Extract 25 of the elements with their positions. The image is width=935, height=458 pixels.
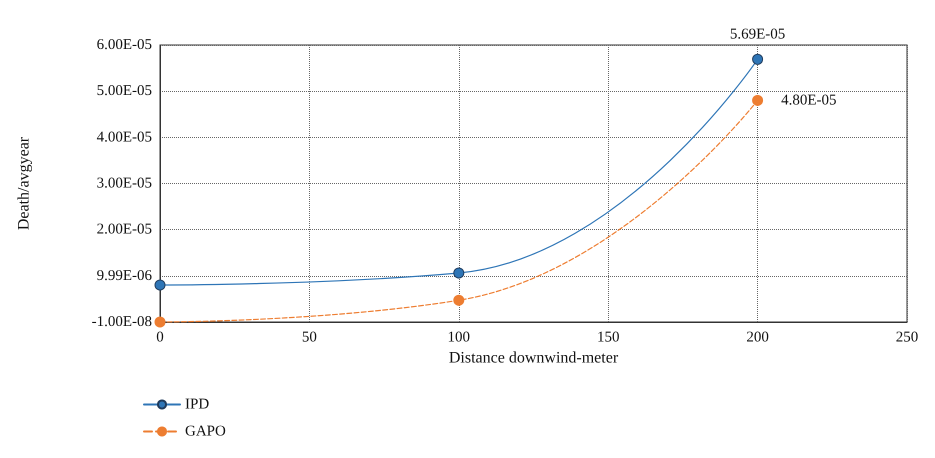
point bbox=[453, 268, 464, 279]
legend-label: IPD bbox=[185, 396, 210, 412]
x-tick-label: 250 bbox=[896, 330, 918, 346]
x-axis-title: Distance downwind-meter bbox=[448, 350, 619, 366]
y-axis-title: Death/avgyear bbox=[16, 136, 32, 230]
x-tick-label: 50 bbox=[302, 330, 317, 346]
x-tick-label: 150 bbox=[596, 330, 620, 346]
legend-label: GAPO bbox=[185, 424, 226, 440]
y-tick-label: 3.00E-05 bbox=[96, 175, 152, 192]
x-tick-label: 100 bbox=[448, 330, 470, 346]
point bbox=[752, 54, 764, 65]
x-tick-label: 0 bbox=[156, 330, 164, 346]
y-tick-label: 6.00E-05 bbox=[96, 37, 152, 53]
data-label: 5.69E-05 bbox=[730, 26, 786, 42]
point bbox=[154, 316, 166, 328]
y-tick-label: 5.00E-05 bbox=[96, 83, 152, 100]
data-label: 4.80E-05 bbox=[781, 92, 837, 108]
point bbox=[154, 280, 166, 291]
point bbox=[453, 294, 464, 306]
y-tick-label: 4.00E-05 bbox=[96, 129, 152, 146]
x-tick-label: 200 bbox=[746, 330, 769, 346]
point bbox=[752, 94, 764, 106]
y-tick-label: 9.99E-06 bbox=[96, 268, 152, 284]
y-tick-label: 2.00E-05 bbox=[96, 222, 152, 238]
y-tick-label: -1.00E-08 bbox=[92, 314, 152, 330]
